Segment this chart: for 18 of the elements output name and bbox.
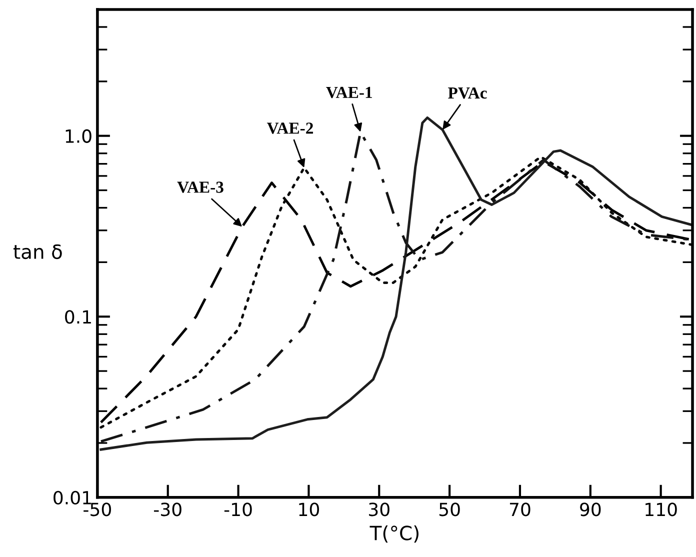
annotation: VAE-3 <box>177 182 224 193</box>
x-tick-label: 50 <box>439 502 460 516</box>
x-tick-label: 30 <box>369 502 390 516</box>
x-axis-title: T(°C) <box>370 525 418 543</box>
annotation: VAE-1 <box>326 86 372 98</box>
x-tick-label: -30 <box>154 502 182 516</box>
annotation: PVAc <box>448 87 487 99</box>
y-axis-title: tan δ <box>13 244 62 260</box>
x-tick-label: 90 <box>580 502 601 516</box>
x-tick-label: 70 <box>510 502 530 516</box>
x-tick-label: -50 <box>84 502 111 516</box>
y-tick-label: 1.0 <box>66 129 92 143</box>
x-tick-label: 10 <box>299 502 319 516</box>
y-tick-label: 0.1 <box>65 310 91 324</box>
x-tick-label: 110 <box>646 502 677 516</box>
y-tick-label: 0.01 <box>54 490 91 505</box>
annotation: VAE-2 <box>266 122 313 134</box>
x-tick-label: -10 <box>224 502 252 516</box>
